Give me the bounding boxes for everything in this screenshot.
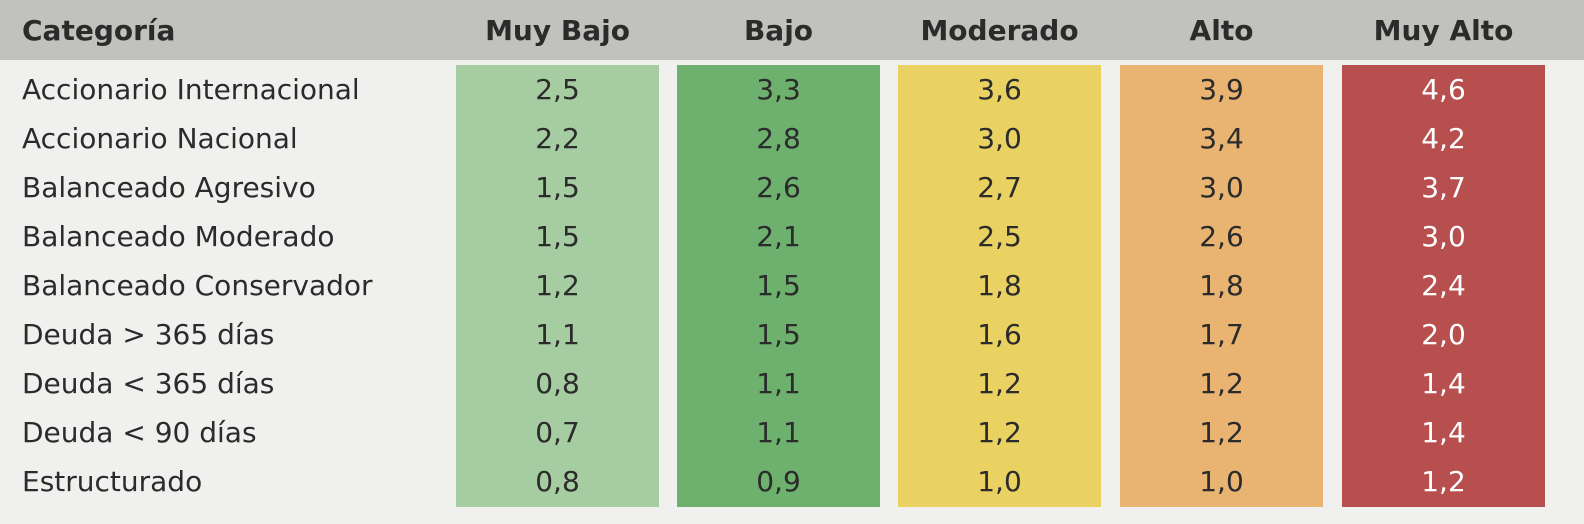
value-cell: 3,0 (1421, 219, 1466, 253)
value-cell: 1,1 (756, 367, 801, 401)
value-cell: 3,7 (1421, 170, 1466, 204)
value-cell: 1,1 (535, 318, 580, 352)
value-cell: 1,2 (535, 269, 580, 302)
value-cell: 1,2 (977, 367, 1022, 401)
value-cell: 2,7 (977, 170, 1022, 204)
value-cell: 1,2 (1199, 416, 1244, 450)
value-cell: 1,2 (1199, 367, 1244, 401)
value-cell: 1,7 (1199, 318, 1244, 352)
row-label: Accionario Internacional (22, 72, 360, 106)
value-cell: 2,6 (1199, 219, 1244, 253)
row-label: Accionario Nacional (22, 121, 298, 155)
header-cell: Categoría (22, 14, 176, 47)
value-cell: 2,2 (535, 121, 580, 155)
value-cell: 1,6 (977, 318, 1022, 352)
value-cell: 2,0 (1421, 318, 1466, 352)
value-cell: 1,5 (756, 269, 801, 302)
header-cell: Muy Bajo (485, 14, 630, 47)
value-cell: 4,6 (1421, 72, 1466, 106)
value-cell: 0,8 (535, 465, 580, 499)
value-cell: 1,4 (1421, 416, 1466, 450)
value-cell: 1,5 (756, 318, 801, 352)
value-cell: 3,9 (1199, 72, 1244, 106)
row-label: Deuda > 365 días (22, 318, 275, 352)
value-cell: 1,0 (977, 465, 1022, 499)
header-cell: Bajo (743, 14, 814, 47)
value-cell: 2,5 (535, 72, 580, 106)
row-label: Estructurado (22, 465, 203, 499)
column-band (898, 65, 1101, 507)
value-cell: 0,7 (535, 416, 580, 450)
column-band (1342, 65, 1545, 507)
header-cell: Muy Alto (1373, 14, 1514, 47)
header-cell: Alto (1189, 14, 1254, 47)
value-cell: 3,0 (977, 121, 1022, 155)
value-cell: 4,2 (1421, 121, 1466, 155)
value-cell: 1,5 (535, 170, 580, 204)
value-cell: 2,5 (977, 219, 1022, 253)
row-label: Balanceado Moderado (22, 219, 335, 253)
value-cell: 1,2 (1421, 465, 1466, 499)
value-cell: 2,6 (756, 170, 801, 204)
value-cell: 0,8 (535, 367, 580, 401)
value-cell: 1,8 (977, 269, 1022, 302)
value-cell: 1,1 (756, 416, 801, 450)
value-cell: 2,1 (756, 219, 801, 253)
column-band (677, 65, 880, 507)
value-cell: 2,4 (1421, 269, 1466, 302)
row-label: Balanceado Agresivo (22, 170, 316, 204)
value-cell: 3,6 (977, 72, 1022, 106)
value-cell: 3,4 (1199, 121, 1244, 155)
value-cell: 2,8 (756, 121, 801, 155)
row-label: Deuda < 90 días (22, 416, 257, 450)
value-cell: 1,5 (535, 219, 580, 253)
value-cell: 0,9 (756, 465, 801, 499)
value-cell: 1,0 (1199, 465, 1244, 499)
row-label: Balanceado Conservador (22, 269, 373, 302)
row-label: Deuda < 365 días (22, 367, 275, 401)
header-cell: Moderado (920, 14, 1079, 47)
column-band (1120, 65, 1323, 507)
value-cell: 3,0 (1199, 170, 1244, 204)
value-cell: 3,3 (756, 72, 801, 106)
header-bar (0, 0, 1584, 60)
value-cell: 1,8 (1199, 269, 1244, 302)
value-cell: 1,4 (1421, 367, 1466, 401)
value-cell: 1,2 (977, 416, 1022, 450)
column-band (456, 65, 659, 507)
